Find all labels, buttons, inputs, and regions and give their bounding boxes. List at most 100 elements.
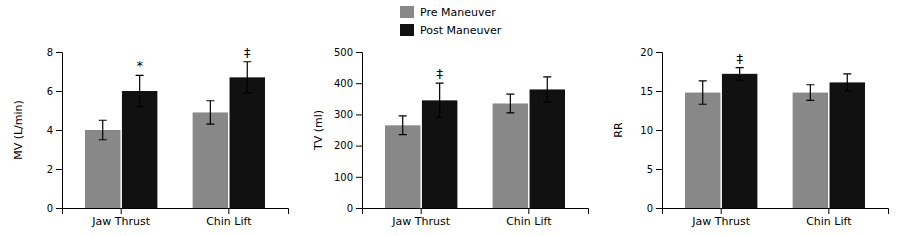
x-tick: Jaw Thrust [391, 208, 450, 228]
plot-area [85, 62, 265, 208]
y-tick-mark [356, 83, 362, 84]
y-tick: 300 [334, 109, 362, 120]
y-tick: 500 [334, 47, 362, 58]
panel: 0 5 10 15 20 Jaw Thrust Chin Lift RR ‡ [612, 47, 889, 228]
bar [493, 103, 528, 208]
x-tick-mark [528, 208, 529, 214]
error-bar [506, 94, 514, 113]
x-axis: Jaw Thrust Chin Lift [363, 208, 589, 228]
y-tick-label: 0 [47, 203, 53, 214]
y-tick-label: 300 [334, 109, 353, 120]
x-tick: Chin Lift [506, 208, 552, 228]
error-bar [843, 74, 851, 91]
legend-label: Pre Maneuver [420, 6, 496, 19]
y-tick-label: 10 [640, 125, 653, 136]
legend: Pre Maneuver Post Maneuver [400, 6, 502, 37]
error-bar [399, 116, 407, 135]
x-axis-line [63, 209, 289, 215]
error-bar [543, 77, 551, 102]
y-tick: 0 [347, 203, 362, 214]
series [122, 62, 265, 208]
y-tick-mark [656, 208, 662, 209]
error-bar [699, 81, 707, 104]
x-tick-label: Jaw Thrust [391, 215, 450, 228]
bar [193, 112, 228, 208]
chart-container: 02468Jaw ThrustChin LiftMV (L/min)*‡0100… [0, 0, 900, 236]
x-tick-mark [121, 208, 122, 214]
y-tick-mark [56, 91, 62, 92]
y-axis-title: TV (ml) [312, 110, 325, 151]
y-tick-label: 100 [334, 172, 353, 183]
y-tick: 100 [334, 172, 362, 183]
y-tick-label: 15 [640, 86, 653, 97]
error-bar [136, 75, 144, 106]
y-tick: 5 [647, 164, 662, 175]
x-axis: Jaw Thrust Chin Lift [63, 208, 289, 228]
bar [793, 93, 828, 208]
x-tick-label: Chin Lift [206, 215, 252, 228]
y-tick: 4 [47, 125, 62, 136]
y-tick-mark [356, 146, 362, 147]
bar [122, 91, 157, 208]
x-tick-mark [421, 208, 422, 214]
y-axis-title: MV (L/min) [12, 100, 25, 160]
significance-marker: ‡ [436, 66, 443, 81]
y-tick: 200 [334, 140, 362, 151]
x-tick: Chin Lift [206, 208, 252, 228]
annotations: ‡ [736, 51, 743, 66]
y-tick: 0 [47, 203, 62, 214]
y-axis: 0 100 200 300 400 500 [334, 47, 363, 214]
y-tick-label: 0 [647, 203, 653, 214]
annotations: ‡ [436, 66, 443, 81]
legend-item: Pre Maneuver [400, 6, 496, 19]
x-axis: Jaw Thrust Chin Lift [663, 208, 889, 228]
y-axis-line [356, 53, 363, 209]
bar [230, 77, 265, 208]
significance-marker: * [136, 58, 143, 73]
y-tick-mark [56, 208, 62, 209]
series [422, 77, 565, 208]
annotations: *‡ [136, 45, 251, 74]
y-tick: 0 [647, 203, 662, 214]
y-tick-label: 4 [47, 125, 53, 136]
y-tick-label: 6 [47, 86, 53, 97]
y-axis-line [56, 53, 63, 209]
x-tick: Chin Lift [806, 208, 852, 228]
y-tick-mark [356, 114, 362, 115]
legend-swatch [400, 6, 414, 18]
y-tick: 2 [47, 164, 62, 175]
significance-marker: ‡ [736, 51, 743, 66]
y-tick: 20 [640, 47, 662, 58]
y-tick-mark [656, 169, 662, 170]
x-tick-mark [828, 208, 829, 214]
bar [830, 82, 865, 208]
error-bar [736, 68, 744, 80]
panel: 0 100 200 300 400 500 Jaw Thrust Chin Lift TV (m… [312, 47, 589, 228]
bar [385, 125, 420, 208]
y-axis: 02468 [47, 47, 63, 214]
y-tick-label: 20 [640, 47, 653, 58]
y-tick-mark [356, 208, 362, 209]
legend-swatch [400, 24, 414, 36]
y-tick-mark [56, 52, 62, 53]
bar [85, 130, 120, 208]
legend-label: Post Maneuver [420, 24, 502, 37]
bar [530, 89, 565, 208]
y-tick-mark [56, 130, 62, 131]
error-bar [99, 120, 107, 140]
y-tick: 10 [640, 125, 662, 136]
panel: 02468Jaw ThrustChin LiftMV (L/min)*‡ [12, 45, 289, 228]
chart-svg: 02468Jaw ThrustChin LiftMV (L/min)*‡0100… [0, 0, 900, 236]
plot-area [385, 77, 565, 208]
x-axis-line [663, 209, 889, 215]
x-tick-label: Jaw Thrust [91, 215, 150, 228]
y-tick: 6 [47, 86, 62, 97]
significance-marker: ‡ [244, 45, 251, 60]
x-tick-label: Jaw Thrust [691, 215, 750, 228]
y-tick-mark [356, 177, 362, 178]
error-bar [436, 83, 444, 117]
x-tick-label: Chin Lift [506, 215, 552, 228]
series [722, 68, 865, 208]
y-axis-title: RR [612, 122, 625, 138]
y-tick: 400 [334, 78, 362, 89]
